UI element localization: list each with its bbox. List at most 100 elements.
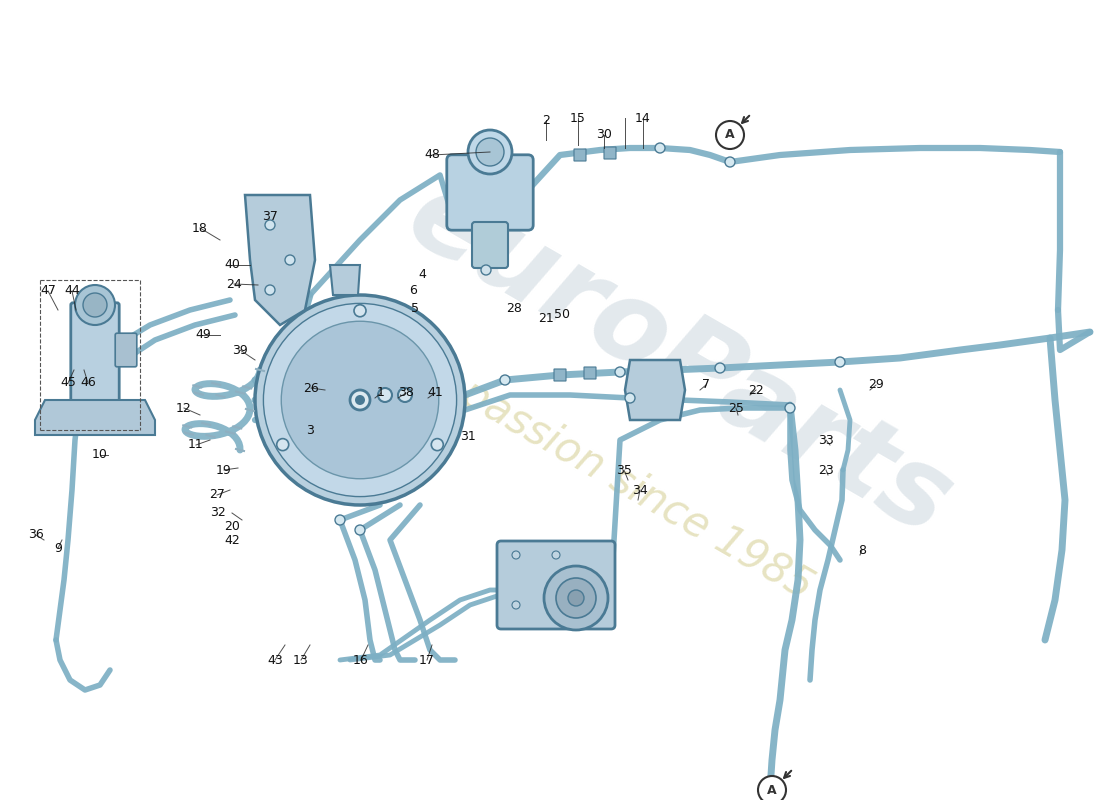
- FancyBboxPatch shape: [497, 541, 615, 629]
- Text: 38: 38: [398, 386, 414, 399]
- Circle shape: [336, 515, 345, 525]
- Text: A: A: [767, 783, 777, 797]
- Circle shape: [265, 220, 275, 230]
- Text: 22: 22: [748, 383, 763, 397]
- Circle shape: [285, 255, 295, 265]
- Text: 21: 21: [538, 313, 554, 326]
- Text: 29: 29: [868, 378, 884, 391]
- Circle shape: [654, 143, 666, 153]
- Polygon shape: [330, 265, 360, 295]
- Text: 42: 42: [224, 534, 240, 546]
- Circle shape: [725, 157, 735, 167]
- Text: 9: 9: [54, 542, 62, 554]
- Circle shape: [355, 525, 365, 535]
- Circle shape: [398, 388, 412, 402]
- Circle shape: [758, 776, 786, 800]
- Circle shape: [556, 578, 596, 618]
- Text: 4: 4: [418, 267, 426, 281]
- Text: 11: 11: [188, 438, 204, 451]
- Circle shape: [568, 590, 584, 606]
- Text: 48: 48: [425, 149, 440, 162]
- Text: 15: 15: [570, 111, 586, 125]
- Text: 44: 44: [64, 285, 80, 298]
- Circle shape: [500, 375, 510, 385]
- Text: 10: 10: [92, 449, 108, 462]
- Circle shape: [263, 303, 456, 497]
- Text: 16: 16: [353, 654, 369, 666]
- Circle shape: [75, 285, 116, 325]
- Circle shape: [716, 121, 744, 149]
- FancyBboxPatch shape: [472, 222, 508, 268]
- Text: 36: 36: [29, 529, 44, 542]
- Text: 34: 34: [632, 483, 648, 497]
- FancyBboxPatch shape: [584, 367, 596, 379]
- Text: 8: 8: [858, 543, 866, 557]
- Text: 2: 2: [542, 114, 550, 126]
- Polygon shape: [625, 360, 685, 420]
- Text: 7: 7: [702, 378, 710, 391]
- Circle shape: [544, 566, 608, 630]
- Text: 25: 25: [728, 402, 744, 414]
- Text: 39: 39: [232, 343, 248, 357]
- FancyBboxPatch shape: [116, 333, 136, 366]
- Circle shape: [282, 322, 439, 478]
- Text: 45: 45: [60, 377, 76, 390]
- Text: 5: 5: [411, 302, 419, 314]
- Circle shape: [785, 403, 795, 413]
- Text: 27: 27: [209, 489, 224, 502]
- Circle shape: [715, 363, 725, 373]
- Circle shape: [350, 390, 370, 410]
- Text: 26: 26: [304, 382, 319, 394]
- Text: 49: 49: [195, 329, 211, 342]
- Text: 37: 37: [262, 210, 278, 222]
- Circle shape: [355, 395, 365, 405]
- Text: 28: 28: [506, 302, 521, 314]
- Text: 35: 35: [616, 463, 631, 477]
- Text: 50: 50: [554, 309, 570, 322]
- Circle shape: [481, 265, 491, 275]
- Circle shape: [265, 285, 275, 295]
- Text: 12: 12: [176, 402, 191, 414]
- Circle shape: [552, 551, 560, 559]
- Text: 14: 14: [635, 111, 651, 125]
- FancyBboxPatch shape: [604, 147, 616, 159]
- Circle shape: [354, 305, 366, 317]
- Polygon shape: [35, 400, 155, 435]
- FancyBboxPatch shape: [70, 302, 119, 402]
- Text: 24: 24: [227, 278, 242, 290]
- Text: 32: 32: [210, 506, 225, 519]
- Circle shape: [835, 357, 845, 367]
- Text: 33: 33: [818, 434, 834, 446]
- Text: 40: 40: [224, 258, 240, 271]
- Circle shape: [378, 388, 392, 402]
- Text: 47: 47: [40, 285, 56, 298]
- FancyBboxPatch shape: [554, 369, 566, 381]
- Text: 20: 20: [224, 519, 240, 533]
- Circle shape: [468, 130, 512, 174]
- FancyBboxPatch shape: [447, 154, 534, 230]
- Text: 46: 46: [80, 377, 96, 390]
- Circle shape: [277, 438, 288, 450]
- Circle shape: [512, 601, 520, 609]
- Text: 30: 30: [596, 129, 612, 142]
- Text: 19: 19: [216, 463, 232, 477]
- Text: 31: 31: [460, 430, 476, 443]
- Circle shape: [512, 551, 520, 559]
- Circle shape: [255, 295, 465, 505]
- Text: 43: 43: [267, 654, 283, 666]
- Circle shape: [615, 367, 625, 377]
- Text: 1: 1: [377, 386, 385, 399]
- Text: A: A: [725, 129, 735, 142]
- Circle shape: [431, 438, 443, 450]
- Text: 13: 13: [293, 654, 309, 666]
- Circle shape: [82, 293, 107, 317]
- Text: 41: 41: [427, 386, 443, 399]
- Text: 17: 17: [419, 654, 435, 666]
- Polygon shape: [245, 195, 315, 325]
- Circle shape: [625, 393, 635, 403]
- Text: 3: 3: [306, 423, 313, 437]
- Circle shape: [476, 138, 504, 166]
- Text: 6: 6: [409, 285, 417, 298]
- FancyBboxPatch shape: [574, 149, 586, 161]
- Text: 18: 18: [192, 222, 208, 234]
